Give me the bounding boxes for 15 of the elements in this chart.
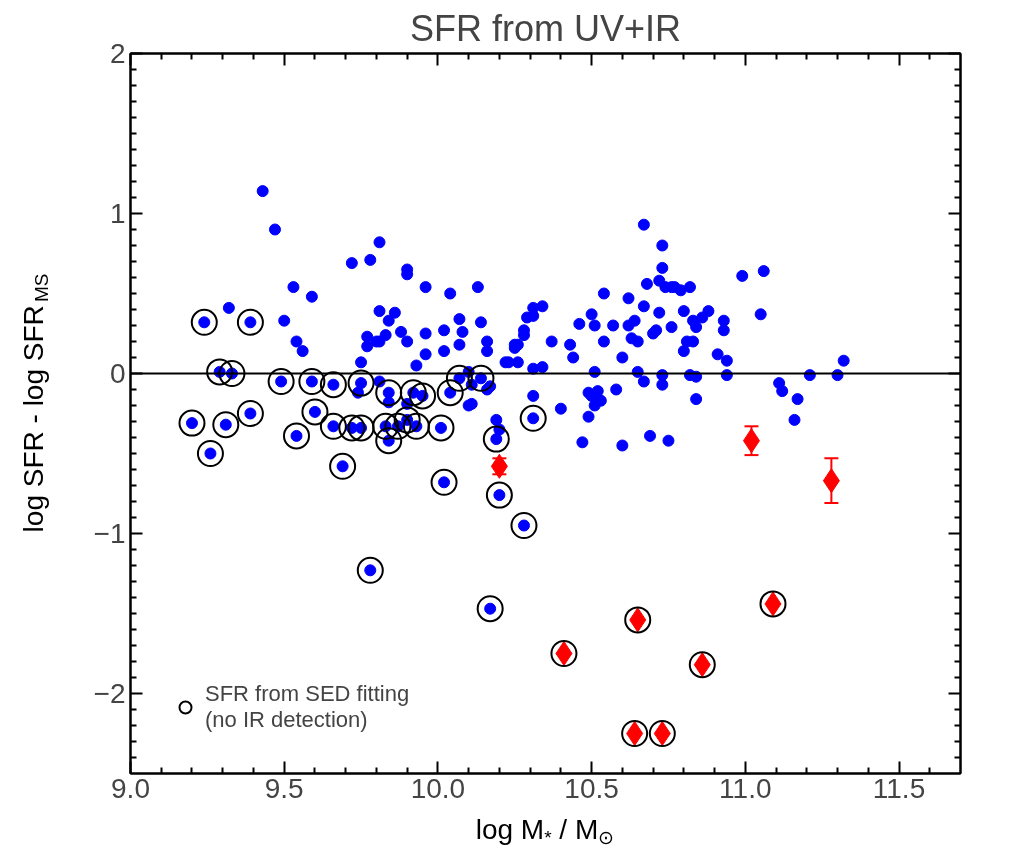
y-tick-label: −2 xyxy=(93,678,126,709)
y-tick-label: 0 xyxy=(109,358,126,389)
x-tick-label: 9.0 xyxy=(111,772,150,804)
y-tick-label: −1 xyxy=(93,518,126,549)
x-tick-label: 10.5 xyxy=(564,772,619,804)
x-tick-label: 10.0 xyxy=(410,772,466,804)
legend-label: SFR from SED fitting (no IR detection) xyxy=(205,681,410,733)
y-tick-label: 1 xyxy=(109,198,126,229)
x-tick-label: 11.5 xyxy=(872,772,926,804)
y-axis-title: log SFR - log SFRMS xyxy=(17,273,52,533)
x-tick-label: 11.0 xyxy=(719,772,772,804)
x-axis-title: log M* / M⊙ xyxy=(475,814,615,849)
y-tick-label: 2 xyxy=(109,38,126,69)
x-tick-label: 9.5 xyxy=(264,772,304,804)
chart-title: SFR from UV+IR xyxy=(409,7,682,49)
